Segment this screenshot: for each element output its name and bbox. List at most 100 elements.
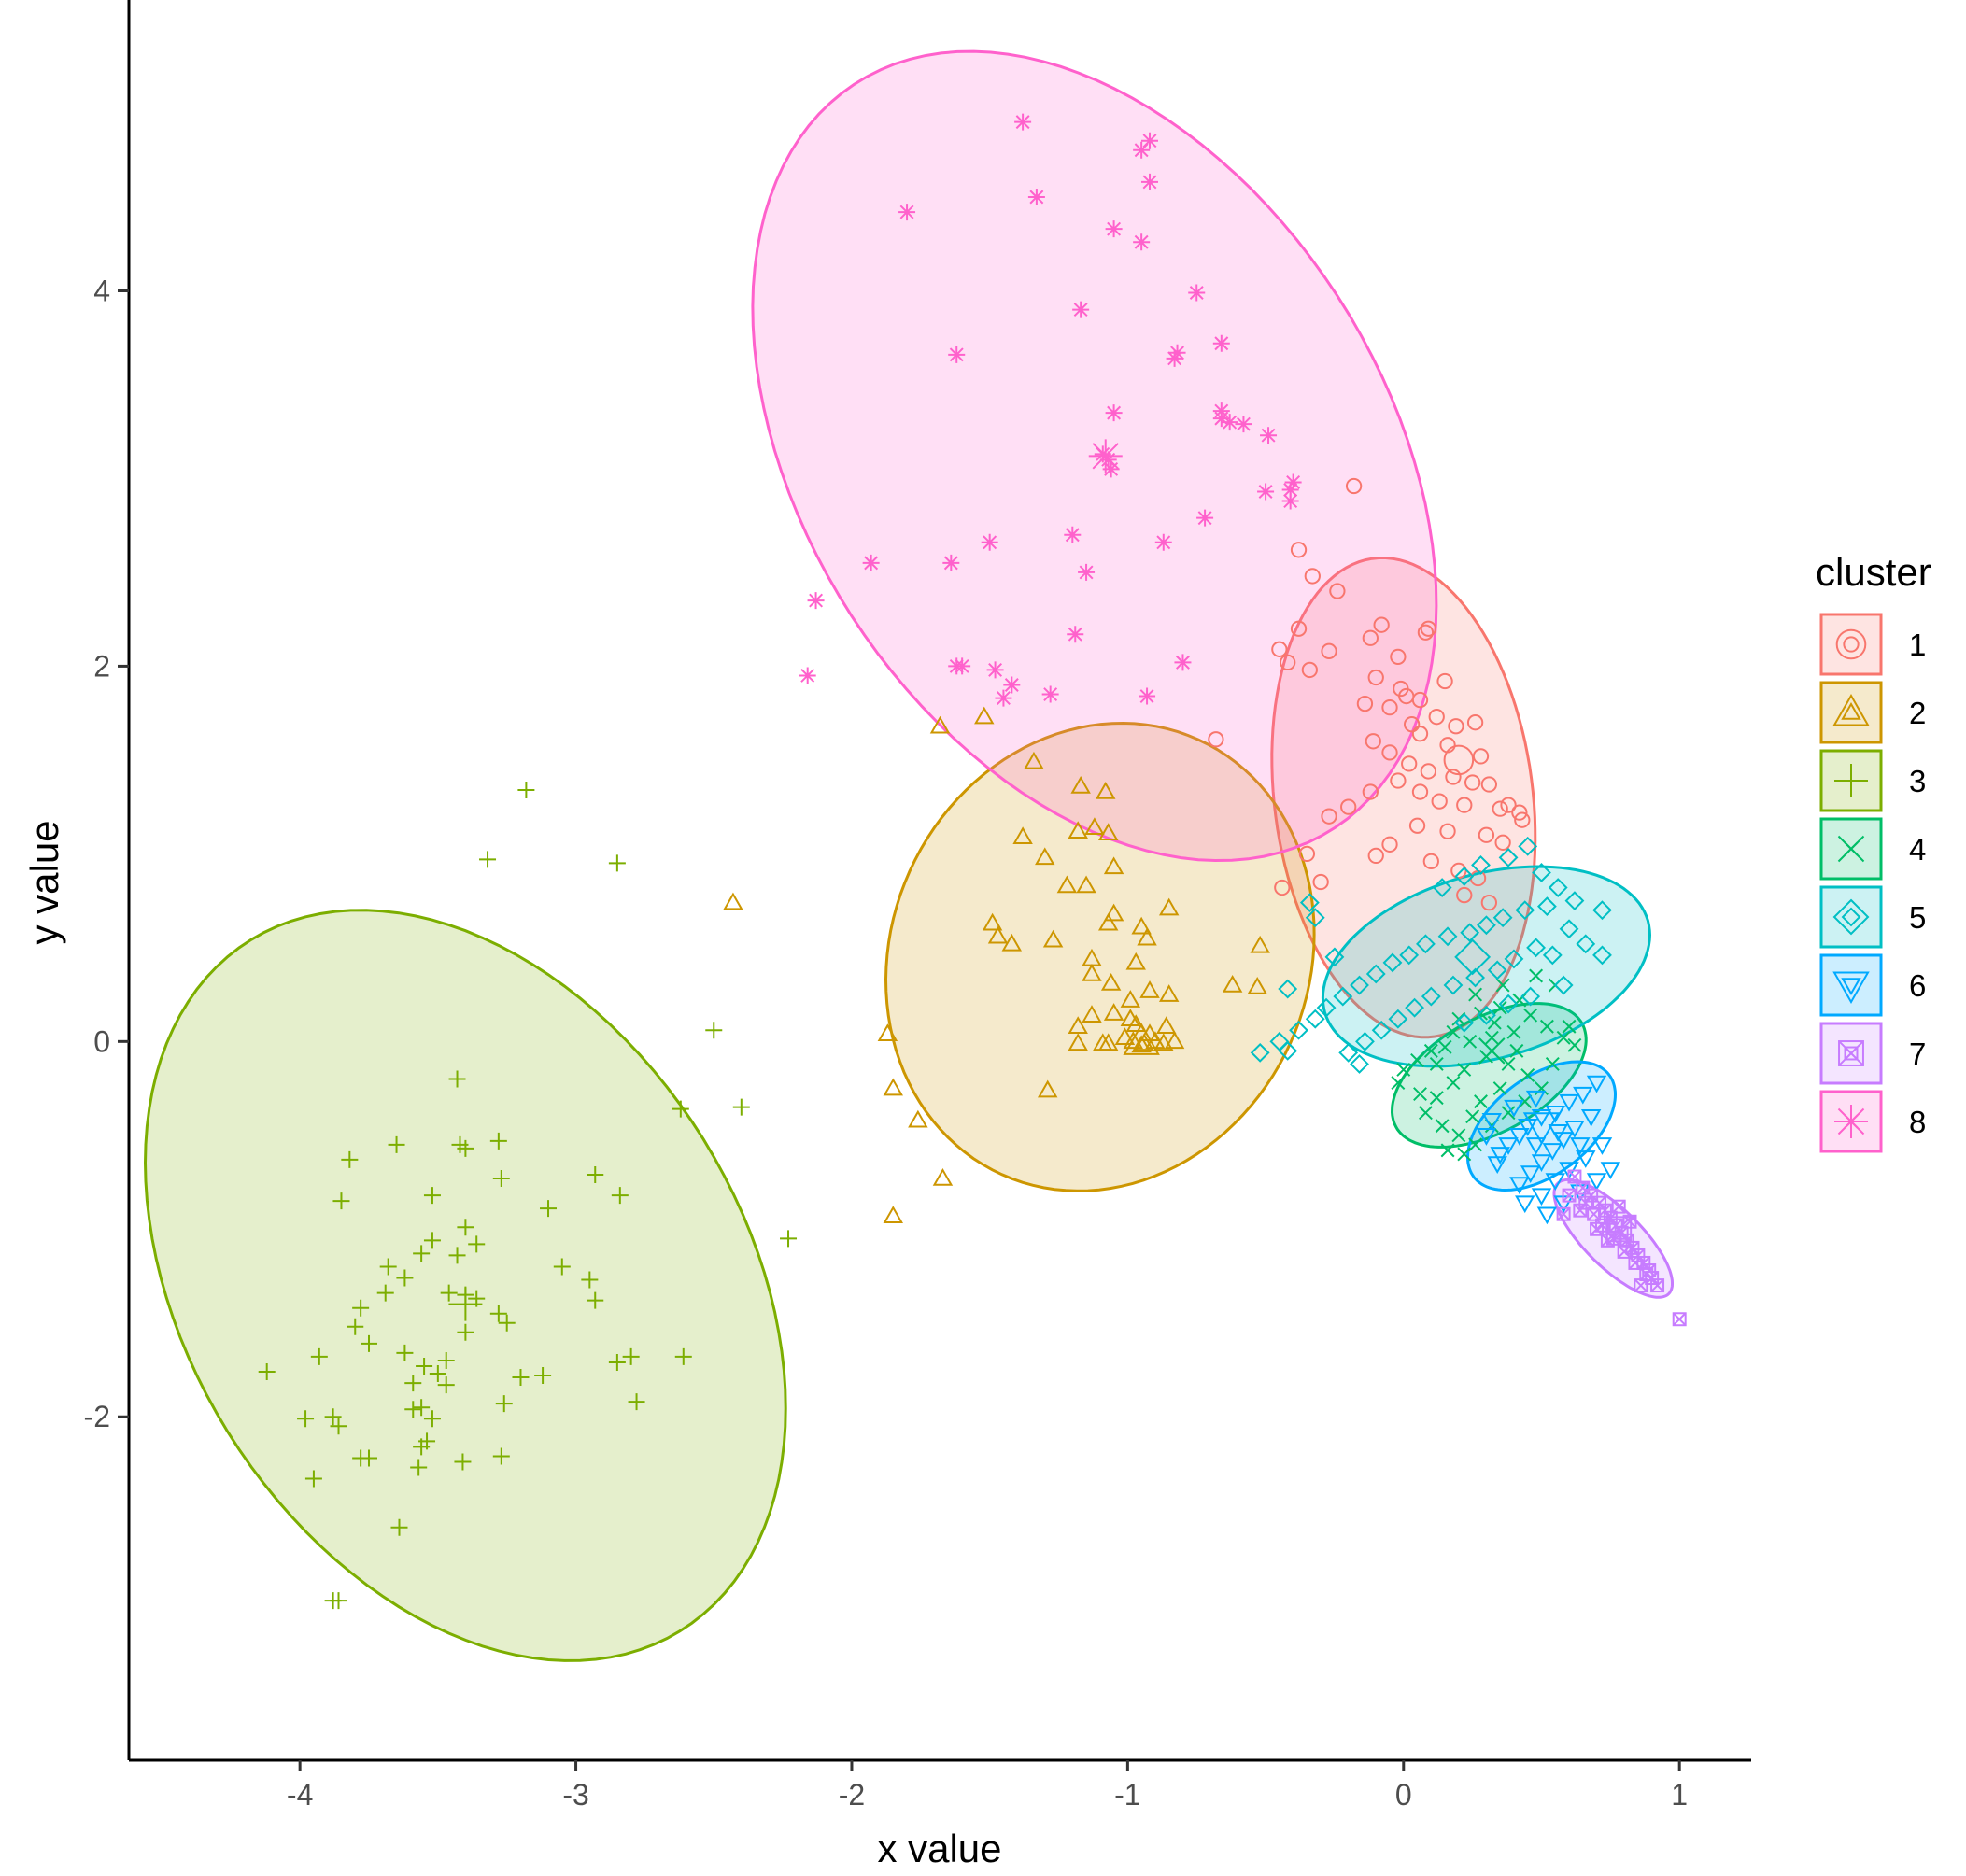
point-cluster-8 [1166,349,1183,367]
point-cluster-8 [1212,402,1230,420]
point-cluster-4 [1518,1094,1533,1109]
point-cluster-2 [1056,875,1078,894]
point-cluster-6 [1476,1128,1497,1146]
legend-key-2 [1819,681,1883,744]
point-cluster-5 [1278,1040,1298,1061]
point-cluster-7 [1573,1203,1588,1218]
point-cluster-5 [1592,945,1612,966]
point-cluster-2 [1114,1027,1136,1046]
point-cluster-1 [1290,620,1308,637]
point-cluster-8 [942,554,960,571]
point-cluster-5 [1437,926,1458,947]
point-cluster-4 [1391,1076,1406,1090]
point-cluster-7 [1587,1206,1602,1221]
point-cluster-7 [1628,1255,1643,1270]
center-cluster-5 [1454,938,1492,976]
point-cluster-3 [674,1347,692,1365]
point-cluster-4 [1437,1039,1452,1054]
point-cluster-6 [1525,1137,1547,1155]
point-cluster-7 [1556,1206,1571,1221]
point-cluster-2 [1247,977,1267,994]
point-cluster-8 [1102,460,1120,478]
point-cluster-1 [1321,808,1337,825]
point-cluster-6 [1509,1177,1530,1195]
point-cluster-6 [1580,1108,1602,1127]
point-cluster-3 [622,1347,640,1365]
x-tick-label: -1 [1114,1778,1140,1812]
point-cluster-2 [1156,1016,1177,1034]
point-cluster-8 [1257,483,1275,501]
legend-items: 1 2 3 4 5 6 7 8 [1819,613,1926,1153]
point-cluster-4 [1468,1137,1483,1152]
point-cluster-1 [1478,826,1495,843]
point-cluster-2 [1082,963,1102,981]
point-cluster-2 [1158,897,1180,916]
point-cluster-8 [1105,404,1123,422]
point-cluster-5 [1487,960,1507,980]
point-cluster-6 [1490,1147,1510,1164]
point-cluster-2 [883,1206,904,1223]
point-cluster-1 [1472,748,1490,765]
point-cluster-1 [1381,836,1398,853]
legend-title: cluster [1816,550,1931,594]
point-cluster-1 [1428,709,1445,726]
legend-item-7: 7 [1819,1022,1926,1085]
point-cluster-6 [1520,1165,1541,1184]
point-cluster-3 [396,1344,414,1361]
point-cluster-1 [1280,654,1296,671]
point-cluster-3 [611,1187,629,1205]
point-cluster-8 [1133,233,1151,251]
point-cluster-4 [1520,1068,1535,1082]
legend-key-1 [1819,613,1883,676]
point-cluster-2 [1097,823,1119,841]
point-cluster-1 [1381,698,1398,716]
x-tick-label: 1 [1671,1778,1688,1812]
point-cluster-5 [1498,847,1519,867]
point-cluster-2 [987,925,1009,944]
legend-symbol-1 [1835,628,1867,660]
point-cluster-3 [304,1470,322,1488]
point-cluster-3 [376,1284,394,1302]
point-cluster-1 [1312,873,1329,891]
point-cluster-6 [1591,1137,1613,1155]
point-cluster-1 [1420,620,1437,637]
point-cluster-2 [1222,975,1243,993]
point-cluster-8 [1027,189,1045,206]
point-cluster-7 [1617,1244,1632,1259]
point-cluster-3 [423,1187,441,1205]
point-cluster-8 [799,667,816,684]
point-cluster-1 [1304,568,1321,585]
point-cluster-6 [1573,1086,1593,1105]
point-cluster-1 [1271,641,1288,657]
point-cluster-2 [1068,821,1088,839]
point-cluster-6 [1570,1137,1591,1155]
point-cluster-3 [457,1219,474,1236]
point-cluster-4 [1501,1106,1516,1121]
point-cluster-3 [495,1395,513,1413]
point-cluster-6 [1509,1128,1530,1146]
x-tick-label: 0 [1395,1778,1412,1812]
legend-item-2: 2 [1819,681,1926,744]
legend-symbol-inner-3 [1843,772,1860,789]
point-cluster-1 [1381,744,1398,761]
point-cluster-2 [974,706,995,725]
ellipses-layer [143,49,1674,1662]
point-cluster-3 [413,1399,431,1417]
point-cluster-2 [1125,1014,1146,1032]
point-cluster-1 [1301,661,1318,679]
point-cluster-2 [1082,1005,1102,1023]
point-cluster-2 [1012,826,1033,845]
legend-item-4: 4 [1819,817,1926,881]
point-cluster-7 [1590,1221,1605,1236]
point-cluster-4 [1435,1119,1450,1134]
point-cluster-2 [1139,980,1160,998]
point-cluster-3 [492,1447,510,1465]
point-cluster-4 [1457,1147,1472,1162]
point-cluster-5 [1476,915,1496,936]
point-cluster-2 [877,1023,898,1042]
point-cluster-7 [1672,1312,1687,1327]
point-cluster-8 [898,204,916,221]
point-cluster-5 [1250,1042,1270,1063]
point-cluster-1 [1274,879,1291,896]
point-cluster-3 [388,1135,405,1153]
